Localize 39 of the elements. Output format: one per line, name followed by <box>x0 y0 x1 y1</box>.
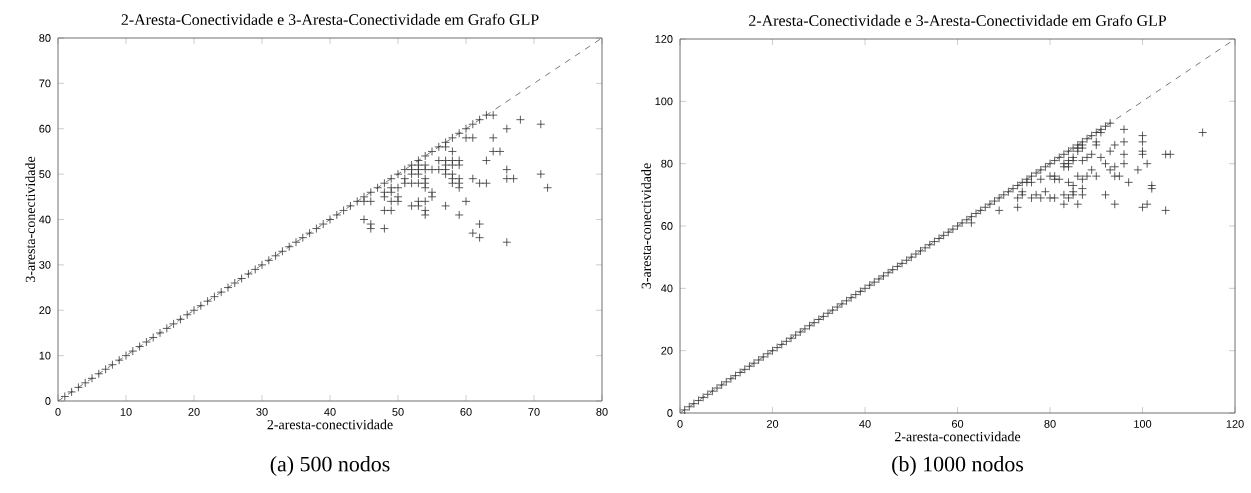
x-tick-label: 30 <box>256 408 268 416</box>
x-tick-label: 0 <box>55 408 61 416</box>
x-tick-label: 70 <box>528 408 540 416</box>
x-tick-label: 80 <box>596 408 608 416</box>
x-tick-label: 60 <box>951 420 964 428</box>
chart-title: 2-Aresta-Conectividade e 3-Aresta-Conectividade em Grafo GLP <box>749 14 1167 26</box>
x-tick-label: 0 <box>677 420 683 428</box>
y-tick-label: 60 <box>661 222 673 230</box>
x-tick-label: 40 <box>859 420 871 428</box>
x-axis-title: 2-aresta-conectividade <box>267 419 393 430</box>
x-tick-label: 20 <box>188 408 200 416</box>
y-axis-title: 3-aresta-conectividade <box>641 163 651 289</box>
y-axis-title: 3-aresta-conectividade <box>25 156 36 282</box>
y-tick-label: 60 <box>39 124 51 133</box>
y-tick-label: 100 <box>655 97 673 106</box>
y-tick-label: 120 <box>655 35 673 43</box>
y-tick-label: 80 <box>39 34 51 42</box>
y-tick-label: 30 <box>39 260 51 269</box>
y-tick-label: 70 <box>39 79 51 88</box>
y-tick-label: 10 <box>39 351 51 360</box>
y-tick-label: 0 <box>45 397 51 405</box>
y-tick-label: 20 <box>661 346 673 355</box>
x-tick-label: 120 <box>1226 420 1244 428</box>
x-tick-label: 10 <box>120 408 132 416</box>
x-tick-label: 20 <box>766 420 779 428</box>
x-axis-title: 2-aresta-conectividade <box>895 431 1021 442</box>
chart-title: 2-Aresta-Conectividade e 3-Aresta-Conectividade em Grafo GLP <box>121 13 539 26</box>
y-tick-label: 20 <box>39 306 51 315</box>
x-tick-label: 80 <box>1044 420 1056 428</box>
y-tick-label: 80 <box>661 159 673 168</box>
y-tick-label: 40 <box>39 215 51 224</box>
text: (b) 1000 nodos <box>892 456 1024 476</box>
x-tick-label: 50 <box>392 408 404 416</box>
x-tick-label: 40 <box>324 408 336 416</box>
x-tick-label: 60 <box>460 408 472 416</box>
y-tick-label: 50 <box>39 170 51 178</box>
y-tick-label: 40 <box>661 284 673 293</box>
x-tick-label: 100 <box>1134 420 1152 428</box>
text: (a) 500 nodos <box>270 456 390 476</box>
